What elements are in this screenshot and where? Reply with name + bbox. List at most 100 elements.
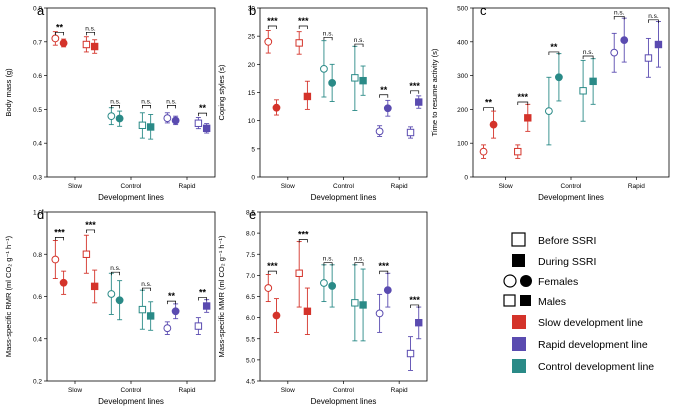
significance-label: **	[168, 291, 176, 301]
y-tick-label: 100	[457, 141, 468, 148]
significance-bracket	[613, 16, 625, 20]
significance-label: n.s.	[648, 13, 659, 20]
rapid-female-before-point	[163, 324, 172, 333]
legend-filled-square-small-icon	[520, 295, 531, 306]
legend-rapid-swatch	[512, 337, 526, 351]
rapid-male-during-point	[654, 40, 663, 49]
significance-label: **	[550, 42, 558, 52]
y-tick-label: 7.0	[246, 273, 255, 280]
y-tick-label: 25	[248, 34, 256, 41]
slow-male-during-point	[303, 307, 312, 315]
control-female-before-point	[320, 279, 328, 287]
y-tick-label: 0.8	[33, 6, 42, 13]
slow-female-before-point	[51, 255, 60, 264]
panel-d: d 0.2 0.4 0.6 0.8 1.0 Slow Control Rapid Developm…	[4, 207, 216, 406]
significance-bracket	[410, 304, 420, 308]
significance-bracket	[410, 90, 420, 94]
rapid-male-during-point	[415, 98, 423, 106]
y-tick-label: 0.7	[33, 39, 42, 46]
legend-filled-square-icon	[512, 254, 525, 267]
x-tick-label: Rapid	[179, 183, 196, 190]
significance-bracket	[110, 104, 120, 109]
significance-bracket	[166, 300, 176, 305]
significance-bracket	[379, 94, 389, 98]
control-male-before-point	[138, 305, 147, 314]
significance-label: n.s.	[354, 256, 365, 263]
significance-label: ***	[298, 229, 309, 239]
x-tick-label: Slow	[281, 183, 295, 190]
significance-label: n.s.	[110, 98, 121, 105]
control-male-during-point	[589, 77, 597, 86]
y-tick-label: 500	[457, 6, 468, 13]
y-tick-label: 300	[457, 73, 468, 80]
x-tick-label: Rapid	[179, 387, 196, 394]
control-male-during-point	[146, 123, 155, 131]
y-tick-label: 0.3	[33, 175, 42, 182]
significance-label: n.s.	[323, 256, 334, 263]
legend-control-swatch	[512, 359, 526, 373]
y-tick-label: 1.0	[33, 210, 42, 217]
panel-letter: c	[480, 3, 487, 18]
control-male-before-point	[579, 87, 587, 95]
significance-bracket	[354, 43, 364, 48]
significance-label: n.s.	[166, 98, 177, 105]
panel-letter: a	[37, 3, 45, 18]
y-tick-label: 20	[248, 62, 256, 69]
plot-frame	[259, 7, 428, 178]
x-tick-label: Rapid	[391, 387, 408, 394]
x-axis-label: Development lines	[538, 193, 604, 202]
rapid-female-before-point	[375, 127, 384, 136]
panel-a: a 0.3 0.4 0.5 0.6 0.7 0.8 Slow Control Rapid Devel…	[4, 3, 216, 202]
x-tick-label: Control	[121, 183, 143, 190]
control-female-before-point	[544, 107, 553, 115]
legend-filled-circle-icon	[520, 275, 532, 287]
control-female-during-point	[115, 296, 124, 305]
significance-bracket	[548, 51, 560, 55]
significance-label: n.s.	[583, 49, 594, 56]
rapid-male-during-point	[202, 124, 211, 133]
y-tick-label: 0	[464, 175, 468, 182]
slow-male-before-point	[295, 39, 303, 47]
y-tick-label: 0.6	[33, 294, 42, 301]
y-tick-label: 0.8	[33, 252, 42, 259]
significance-label: **	[485, 98, 493, 108]
significance-bracket	[267, 25, 277, 30]
significance-label: ***	[518, 92, 529, 102]
significance-label: n.s.	[354, 37, 365, 44]
legend-slow-swatch	[512, 315, 526, 329]
significance-label: ***	[267, 16, 278, 26]
y-tick-label: 30	[248, 6, 256, 13]
y-tick-label: 15	[248, 90, 256, 97]
slow-male-before-point	[82, 40, 91, 49]
control-female-before-point	[320, 64, 328, 73]
y-tick-label: 7.5	[246, 252, 255, 259]
significance-label: n.s.	[141, 98, 152, 105]
significance-label: n.s.	[85, 25, 96, 32]
rapid-female-during-point	[171, 116, 180, 125]
slow-male-during-point	[90, 42, 99, 51]
y-axis-label: Coping styles (s)	[217, 64, 226, 120]
significance-label: **	[199, 288, 207, 298]
y-axis-label: Time to resume activity (s)	[430, 48, 439, 136]
plot-frame	[46, 7, 216, 178]
slow-male-before-point	[295, 269, 303, 277]
y-axis-label: Body mass (g)	[4, 68, 13, 117]
rapid-male-during-point	[202, 302, 211, 310]
rapid-male-before-point	[644, 54, 653, 62]
control-female-during-point	[328, 282, 337, 290]
significance-label: ***	[378, 261, 389, 271]
slow-female-before-point	[479, 147, 488, 156]
y-tick-label: 8.5	[246, 210, 255, 217]
y-tick-label: 0.4	[33, 141, 42, 148]
legend-control-label: Control development line	[538, 361, 654, 373]
y-tick-label: 400	[457, 39, 468, 46]
significance-bracket	[198, 112, 208, 117]
significance-bracket	[483, 107, 494, 111]
rapid-female-before-point	[163, 114, 172, 123]
control-female-before-point	[107, 112, 116, 121]
x-tick-label: Slow	[281, 387, 295, 394]
y-tick-label: 200	[457, 107, 468, 114]
y-axis-label: Mass-specific RMR (ml CO₂ g⁻¹ h⁻¹)	[4, 235, 13, 357]
panel-letter: e	[249, 207, 256, 222]
